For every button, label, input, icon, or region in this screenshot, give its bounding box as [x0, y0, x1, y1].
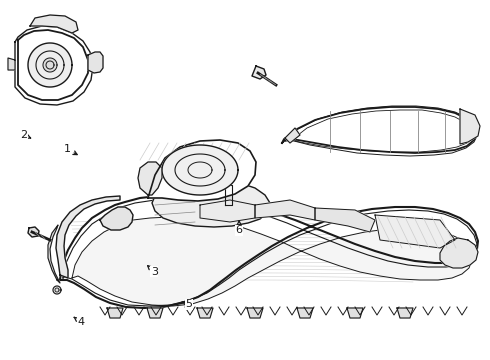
Polygon shape	[347, 308, 363, 318]
Polygon shape	[397, 308, 413, 318]
Polygon shape	[107, 308, 123, 318]
Polygon shape	[138, 162, 162, 195]
Polygon shape	[30, 15, 78, 33]
Polygon shape	[285, 128, 300, 143]
Polygon shape	[28, 43, 72, 87]
Polygon shape	[8, 58, 15, 70]
Text: 5: 5	[182, 299, 192, 309]
Polygon shape	[53, 286, 61, 294]
Polygon shape	[297, 308, 313, 318]
Text: 1: 1	[64, 144, 77, 154]
Polygon shape	[100, 207, 133, 230]
Polygon shape	[72, 217, 472, 306]
Polygon shape	[43, 58, 57, 72]
Polygon shape	[255, 200, 315, 220]
Text: 3: 3	[147, 266, 158, 277]
Polygon shape	[148, 140, 256, 201]
Polygon shape	[147, 308, 163, 318]
Polygon shape	[282, 107, 477, 153]
Polygon shape	[315, 208, 375, 232]
Polygon shape	[440, 238, 478, 268]
Polygon shape	[56, 196, 120, 278]
Polygon shape	[48, 225, 60, 283]
Polygon shape	[88, 52, 103, 73]
Polygon shape	[252, 66, 266, 79]
Polygon shape	[200, 200, 255, 222]
Polygon shape	[247, 308, 263, 318]
Polygon shape	[460, 109, 480, 144]
Text: 6: 6	[236, 221, 243, 235]
Polygon shape	[152, 179, 270, 227]
Polygon shape	[375, 215, 455, 248]
Polygon shape	[18, 30, 88, 100]
Polygon shape	[225, 185, 232, 205]
Polygon shape	[197, 308, 213, 318]
Polygon shape	[28, 227, 39, 237]
Text: 4: 4	[74, 317, 84, 327]
Text: 2: 2	[20, 130, 31, 140]
Polygon shape	[60, 196, 478, 308]
Polygon shape	[162, 145, 238, 195]
